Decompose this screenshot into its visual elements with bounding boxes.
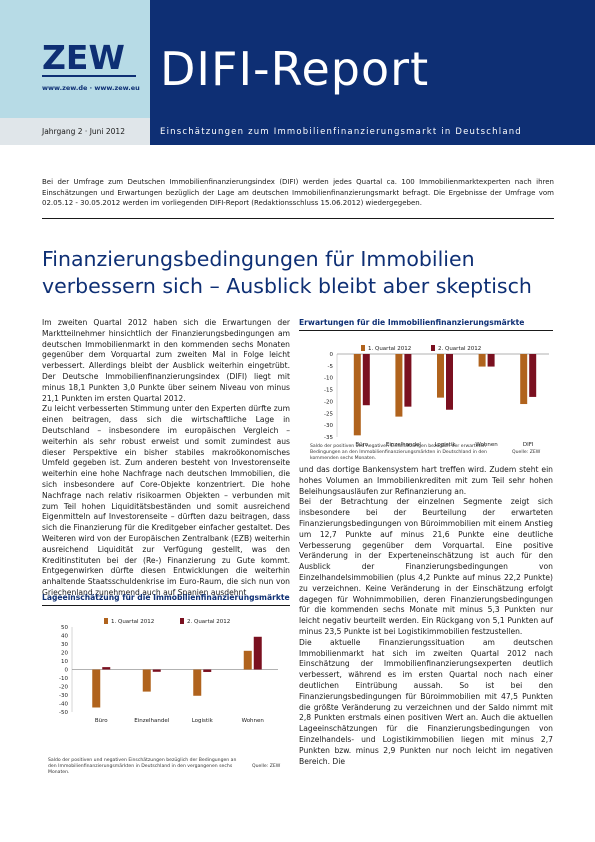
paragraph: Die aktuelle Finanzierungssituation am d… bbox=[299, 637, 553, 766]
category-label: Wohnen bbox=[475, 442, 498, 448]
chart-note: Saldo der positiven und negativen Einsch… bbox=[310, 444, 487, 461]
legend-swatch bbox=[431, 345, 435, 351]
issue-label: Jahrgang 2 · Juni 2012 bbox=[42, 127, 125, 136]
bar bbox=[404, 354, 412, 407]
paragraph: Bei der Betrachtung der einzelnen Segmen… bbox=[299, 497, 553, 636]
zew-logo: ZEW bbox=[42, 38, 125, 77]
bar bbox=[253, 636, 262, 670]
y-tick-label: -35 bbox=[324, 435, 333, 441]
chart-title-situation: Lageeinschätzung für die Immobilienfinan… bbox=[42, 593, 290, 602]
y-tick-label: -50 bbox=[59, 710, 68, 716]
body-column-left: Im zweiten Quartal 2012 haben sich die E… bbox=[42, 318, 290, 599]
intro-text: Bei der Umfrage zum Deutschen Immobilien… bbox=[42, 178, 554, 207]
chart-note: Saldo der positiven und negativen Einsch… bbox=[48, 758, 237, 775]
y-tick-label: 40 bbox=[61, 634, 68, 640]
category-label: Büro bbox=[95, 718, 108, 724]
paragraph: Zu leicht verbesserten Stimmung unter de… bbox=[42, 404, 290, 597]
header-strip-right bbox=[150, 118, 595, 145]
chart-source: Quelle: ZEW bbox=[512, 450, 541, 455]
legend-swatch bbox=[361, 345, 365, 351]
y-tick-label: -10 bbox=[324, 376, 333, 382]
headline-line-1: Finanzierungsbedingungen für Immobilien bbox=[42, 247, 475, 271]
header-right-panel bbox=[150, 0, 595, 118]
legend-swatch bbox=[180, 618, 184, 624]
y-tick-label: 20 bbox=[61, 651, 68, 657]
bar bbox=[362, 354, 370, 406]
y-tick-label: -5 bbox=[328, 364, 334, 370]
intro-divider bbox=[42, 218, 554, 219]
bar bbox=[193, 669, 202, 696]
y-tick-label: -15 bbox=[324, 388, 333, 394]
legend-label: 2. Quartal 2012 bbox=[187, 619, 230, 625]
chart-title-expectations: Erwartungen für die Immobilienfinanzieru… bbox=[299, 318, 525, 327]
chart-rule bbox=[299, 330, 553, 331]
category-label: Einzelhandel bbox=[386, 442, 422, 448]
category-label: DIFI bbox=[523, 442, 534, 448]
y-tick-label: 50 bbox=[61, 625, 68, 631]
bar bbox=[353, 354, 361, 436]
logo-urls: www.zew.de · www.zew.eu bbox=[42, 84, 140, 92]
legend-label: 1. Quartal 2012 bbox=[111, 619, 154, 625]
bar bbox=[446, 354, 453, 410]
header-left-panel bbox=[0, 0, 150, 118]
bar bbox=[102, 667, 111, 670]
article-headline: Finanzierungsbedingungen für Immobilien … bbox=[42, 246, 562, 300]
legend-label: 2. Quartal 2012 bbox=[438, 346, 481, 352]
body-column-right: und das dortige Bankensystem hart treffe… bbox=[299, 465, 553, 767]
report-subtitle: Einschätzungen zum Immobilienfinanzierun… bbox=[160, 127, 522, 137]
y-tick-label: -10 bbox=[59, 676, 68, 682]
bar bbox=[152, 669, 161, 672]
chart-rule bbox=[42, 605, 290, 606]
y-tick-label: -20 bbox=[324, 399, 333, 405]
bar bbox=[529, 354, 537, 397]
headline-line-2: verbessern sich – Ausblick bleibt aber s… bbox=[42, 274, 532, 298]
y-tick-label: 0 bbox=[65, 668, 69, 674]
y-tick-label: -30 bbox=[59, 693, 68, 699]
logo-rule bbox=[42, 75, 136, 77]
bar bbox=[243, 650, 252, 670]
bar bbox=[520, 354, 528, 405]
y-tick-label: 30 bbox=[61, 642, 68, 648]
y-tick-label: -25 bbox=[324, 411, 333, 417]
bar bbox=[395, 354, 403, 417]
category-label: Büro bbox=[355, 442, 368, 448]
bar bbox=[142, 669, 151, 692]
expectations-chart: 0 -5 -10 -15 -20 -25 -30 -35 Büro Einzelhandel Log… bbox=[324, 345, 549, 448]
bar bbox=[478, 354, 486, 367]
bar bbox=[92, 669, 101, 708]
paragraph: Im zweiten Quartal 2012 haben sich die E… bbox=[42, 318, 290, 403]
report-title: DIFI-Report bbox=[160, 42, 430, 96]
y-tick-label: 0 bbox=[330, 352, 334, 358]
y-tick-label: 10 bbox=[61, 659, 68, 665]
y-tick-label: -30 bbox=[324, 423, 333, 429]
y-tick-label: -20 bbox=[59, 685, 68, 691]
legend-label: 1. Quartal 2012 bbox=[368, 346, 411, 352]
y-tick-label: -40 bbox=[59, 702, 68, 708]
category-label: Einzelhandel bbox=[134, 718, 170, 724]
chart-source: Quelle: ZEW bbox=[252, 764, 281, 769]
bar bbox=[203, 669, 212, 672]
category-label: Logistik bbox=[434, 442, 456, 448]
category-label: Logistik bbox=[192, 718, 214, 724]
paragraph: und das dortige Bankensystem hart treffe… bbox=[299, 465, 553, 496]
bar bbox=[437, 354, 444, 398]
legend-swatch bbox=[104, 618, 108, 624]
category-label: Wohnen bbox=[242, 718, 265, 724]
bar bbox=[487, 354, 495, 367]
situation-chart: 50 40 30 20 10 0 -10 -20 -30 -40 -50 Büro Einzelhand… bbox=[59, 618, 278, 724]
